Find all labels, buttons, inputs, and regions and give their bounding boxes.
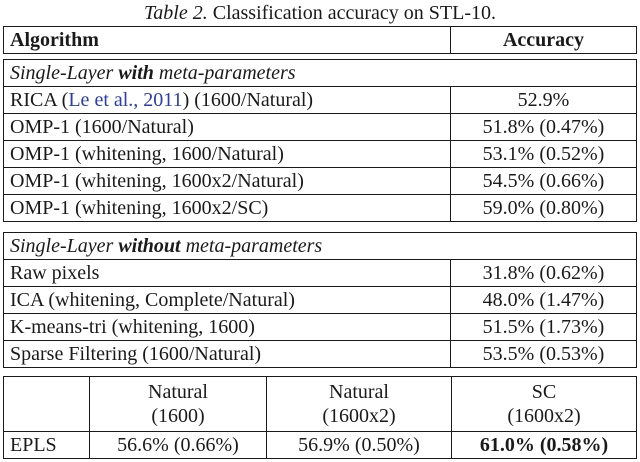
accuracy-cell: 51.8% (0.47%) — [450, 113, 637, 141]
section-heading-without: Single-Layer without meta-parameters — [3, 232, 637, 260]
epls-col-header: SC (1600x2) — [451, 376, 637, 432]
epls-col-header: Natural (1600x2) — [266, 376, 452, 432]
epls-row: EPLS 56.6% (0.66%) 56.9% (0.50%) 61.0% (… — [3, 431, 637, 459]
with-meta-table: Single-Layer with meta-parameters RICA (… — [3, 59, 637, 222]
table-row: RICA (Le et al., 2011) (1600/Natural) 52… — [3, 86, 637, 114]
citation-link[interactable]: Le et al., 2011 — [68, 89, 183, 111]
header-algorithm: Algorithm — [3, 26, 451, 54]
algorithm-cell: RICA (Le et al., 2011) (1600/Natural) — [3, 86, 451, 114]
table-row: Raw pixels 31.8% (0.62%) — [3, 259, 637, 287]
epls-row-label: EPLS — [3, 431, 90, 459]
algorithm-cell: OMP-1 (1600/Natural) — [3, 113, 451, 141]
table-row: ICA (whitening, Complete/Natural) 48.0% … — [3, 286, 637, 314]
algorithm-cell: OMP-1 (whitening, 1600x2/Natural) — [3, 167, 451, 195]
epls-value: 56.9% (0.50%) — [266, 431, 452, 459]
caption-text: Classification accuracy on STL-10. — [212, 2, 496, 24]
accuracy-cell: 31.8% (0.62%) — [450, 259, 637, 287]
algorithm-cell: K-means-tri (whitening, 1600) — [3, 313, 451, 341]
table-row: OMP-1 (whitening, 1600x2/SC) 59.0% (0.80… — [3, 194, 637, 222]
algorithm-cell: Sparse Filtering (1600/Natural) — [3, 340, 451, 368]
without-meta-table: Single-Layer without meta-parameters Raw… — [3, 232, 637, 368]
section-title-without: Single-Layer without meta-parameters — [3, 232, 637, 260]
section-heading-with: Single-Layer with meta-parameters — [3, 59, 637, 87]
epls-value: 56.6% (0.66%) — [89, 431, 267, 459]
epls-value-best: 61.0% (0.58%) — [451, 431, 637, 459]
accuracy-cell: 48.0% (1.47%) — [450, 286, 637, 314]
epls-header-row: Natural (1600) Natural (1600x2) SC (1600x2) — [3, 376, 637, 432]
caption-label: Table 2. — [144, 2, 208, 24]
table-row: Sparse Filtering (1600/Natural) 53.5% (0… — [3, 340, 637, 368]
table-row: OMP-1 (whitening, 1600x2/Natural) 54.5% … — [3, 167, 637, 195]
header-table: Algorithm Accuracy — [3, 26, 637, 54]
accuracy-cell: 51.5% (1.73%) — [450, 313, 637, 341]
section-title-with: Single-Layer with meta-parameters — [3, 59, 637, 87]
epls-corner-cell — [3, 376, 90, 432]
table-row: OMP-1 (1600/Natural) 51.8% (0.47%) — [3, 113, 637, 141]
algorithm-cell: Raw pixels — [3, 259, 451, 287]
accuracy-cell: 53.5% (0.53%) — [450, 340, 637, 368]
accuracy-cell: 59.0% (0.80%) — [450, 194, 637, 222]
algorithm-cell: OMP-1 (whitening, 1600/Natural) — [3, 140, 451, 168]
accuracy-cell: 52.9% — [450, 86, 637, 114]
header-row: Algorithm Accuracy — [3, 26, 637, 54]
algorithm-cell: ICA (whitening, Complete/Natural) — [3, 286, 451, 314]
accuracy-cell: 54.5% (0.66%) — [450, 167, 637, 195]
algorithm-cell: OMP-1 (whitening, 1600x2/SC) — [3, 194, 451, 222]
table-row: OMP-1 (whitening, 1600/Natural) 53.1% (0… — [3, 140, 637, 168]
epls-col-header: Natural (1600) — [89, 376, 267, 432]
table-row: K-means-tri (whitening, 1600) 51.5% (1.7… — [3, 313, 637, 341]
header-accuracy: Accuracy — [450, 26, 637, 54]
accuracy-cell: 53.1% (0.52%) — [450, 140, 637, 168]
epls-table: Natural (1600) Natural (1600x2) SC (1600x2)… — [3, 376, 637, 459]
table-caption: Table 2. Classification accuracy on STL-… — [0, 0, 640, 26]
